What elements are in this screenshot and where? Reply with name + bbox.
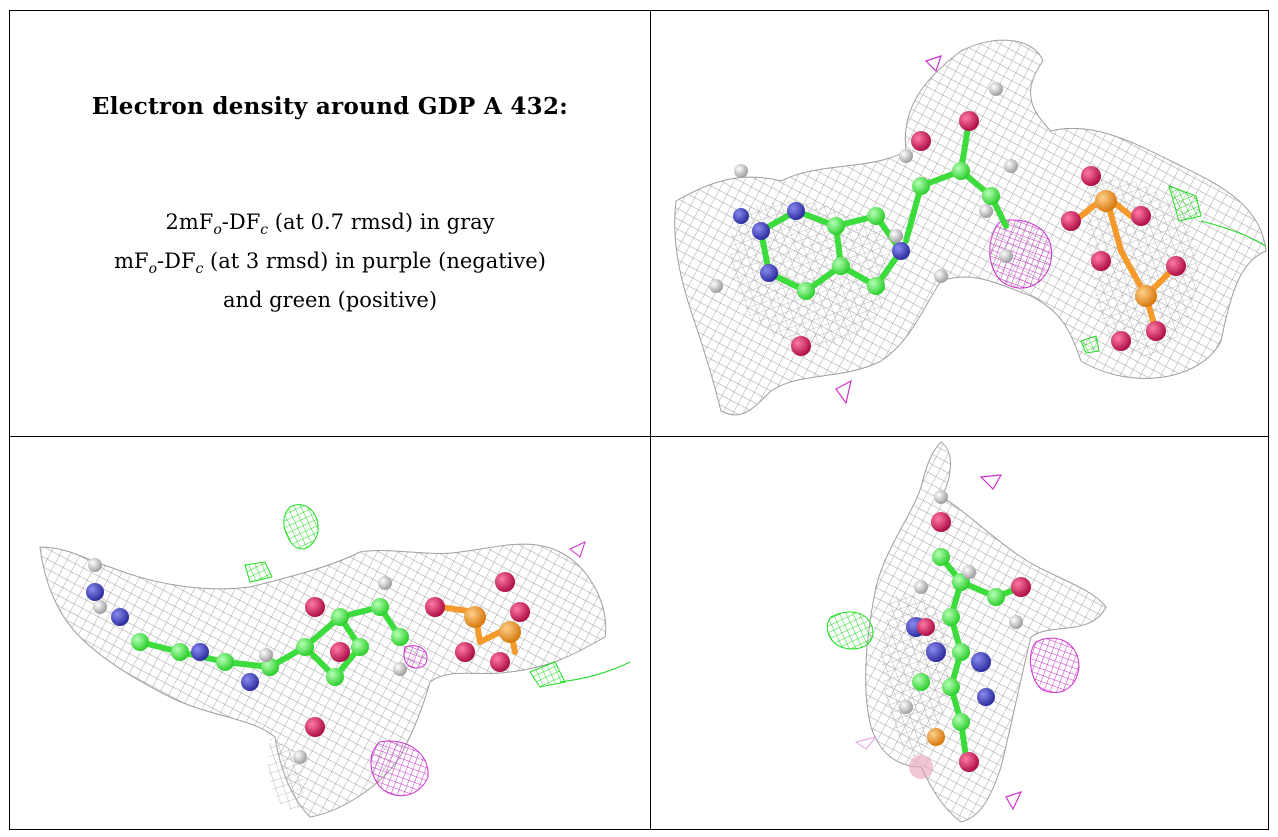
- negative-density-blob: [370, 740, 429, 797]
- molecule-render-1: [674, 39, 1267, 416]
- negative-density-blob: [989, 219, 1053, 289]
- negative-density-blob: [1029, 637, 1080, 693]
- legend-line-positive: and green (positive): [222, 288, 438, 313]
- density-view-bottom-right: [651, 437, 1268, 829]
- positive-density-blob: [826, 611, 874, 650]
- legend-text-panel: Electron density around GDP A 432: 2mFo-…: [10, 11, 650, 436]
- density-view-top-right: [651, 11, 1268, 436]
- positive-density-blob: [1168, 185, 1202, 222]
- molecule-render-2: [39, 504, 631, 818]
- legend-description: 2mFo-DFc (at 0.7 rmsd) in gray mFo-DFc (…: [10, 207, 650, 316]
- positive-density-blob: [283, 504, 319, 550]
- row-divider: [9, 436, 1269, 437]
- legend-line-fo-fc: mFo-DFc (at 3 rmsd) in purple (negative): [114, 249, 546, 278]
- figure-title: Electron density around GDP A 432:: [91, 93, 569, 120]
- density-mesh: [39, 543, 607, 818]
- figure-table: [9, 10, 1269, 830]
- molecule-render-3: [826, 441, 1107, 823]
- legend-line-2fo-fc: 2mFo-DFc (at 0.7 rmsd) in gray: [165, 210, 495, 239]
- density-view-bottom-left: [10, 437, 650, 829]
- column-divider: [650, 10, 651, 830]
